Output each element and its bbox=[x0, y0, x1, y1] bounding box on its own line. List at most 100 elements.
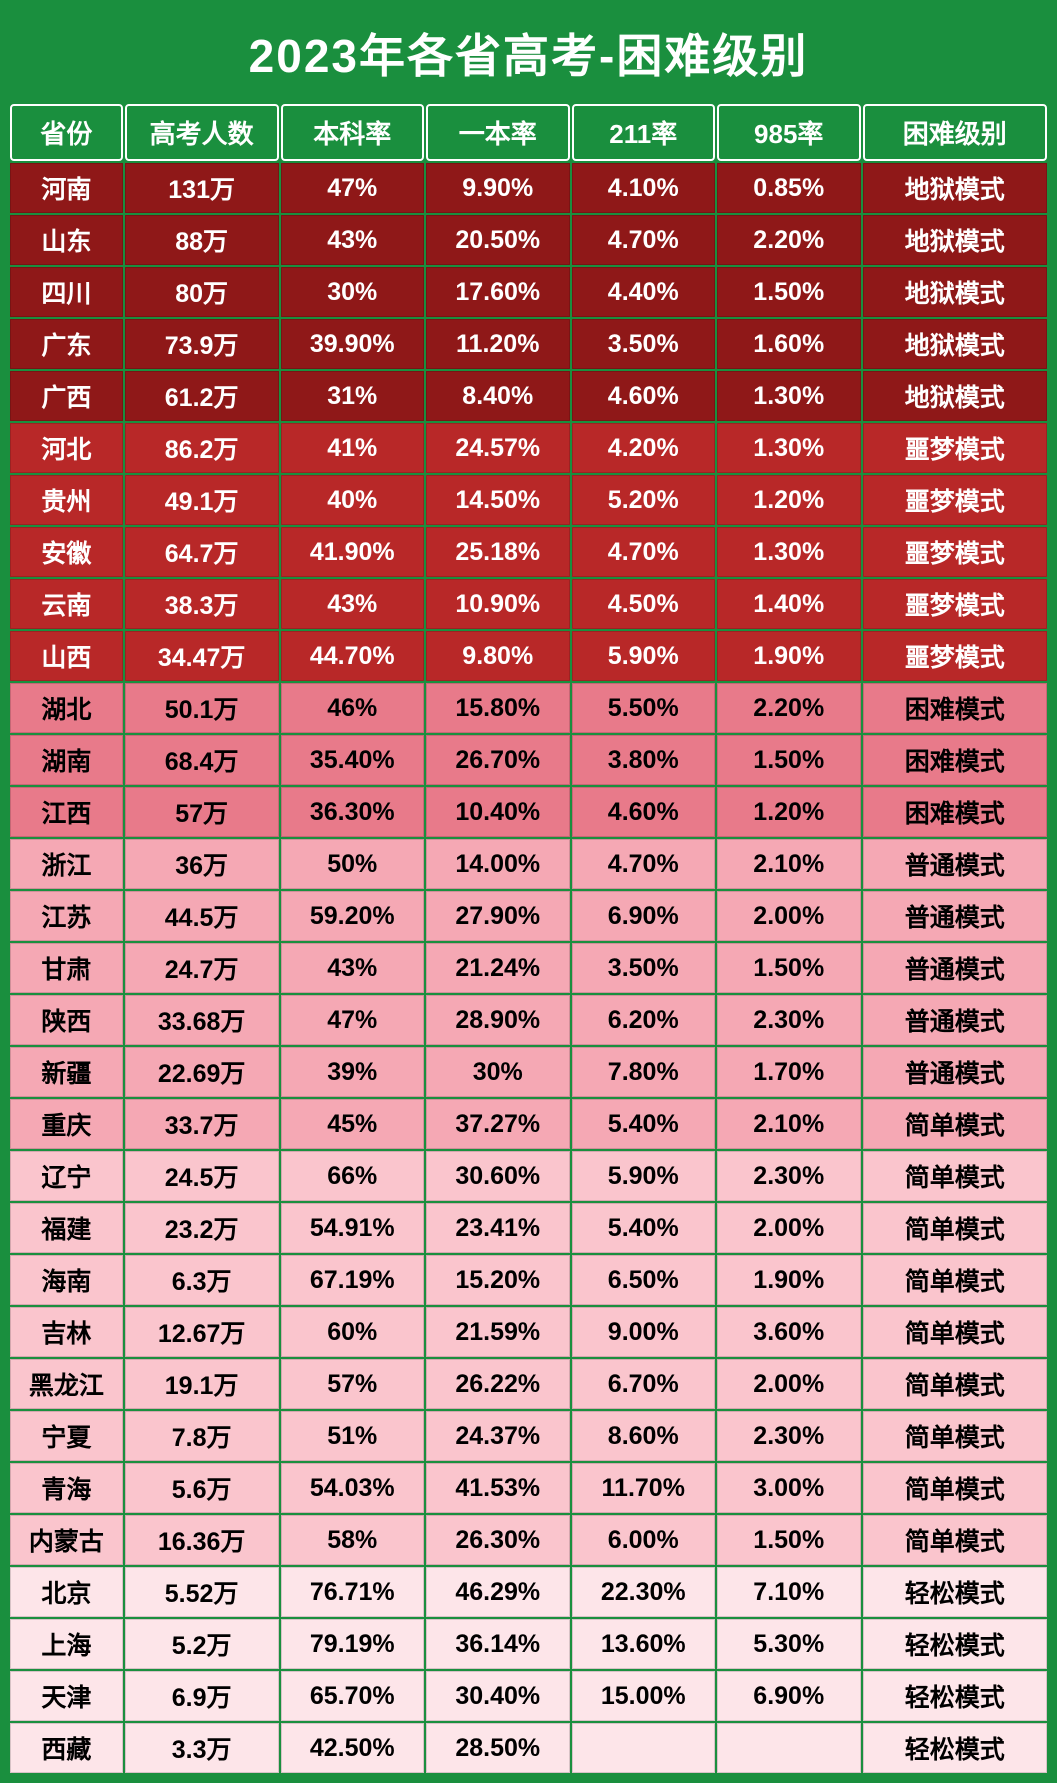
cell-985: 2.10% bbox=[717, 839, 861, 889]
table-row: 河南131万47%9.90%4.10%0.85%地狱模式 bbox=[10, 163, 1047, 213]
cell-yiben: 26.30% bbox=[426, 1515, 570, 1565]
cell-yiben: 46.29% bbox=[426, 1567, 570, 1617]
cell-benke: 65.70% bbox=[281, 1671, 425, 1721]
cell-level: 简单模式 bbox=[863, 1203, 1048, 1253]
cell-province: 河北 bbox=[10, 423, 123, 473]
cell-yiben: 23.41% bbox=[426, 1203, 570, 1253]
col-header-yiben: 一本率 bbox=[426, 104, 570, 161]
table-row: 山西34.47万44.70%9.80%5.90%1.90%噩梦模式 bbox=[10, 631, 1047, 681]
cell-211: 11.70% bbox=[572, 1463, 716, 1513]
cell-count: 49.1万 bbox=[125, 475, 279, 525]
cell-benke: 45% bbox=[281, 1099, 425, 1149]
cell-benke: 50% bbox=[281, 839, 425, 889]
table-row: 福建23.2万54.91%23.41%5.40%2.00%简单模式 bbox=[10, 1203, 1047, 1253]
table-row: 内蒙古16.36万58%26.30%6.00%1.50%简单模式 bbox=[10, 1515, 1047, 1565]
cell-count: 73.9万 bbox=[125, 319, 279, 369]
cell-985: 1.20% bbox=[717, 475, 861, 525]
cell-yiben: 41.53% bbox=[426, 1463, 570, 1513]
cell-211: 4.40% bbox=[572, 267, 716, 317]
table-row: 山东88万43%20.50%4.70%2.20%地狱模式 bbox=[10, 215, 1047, 265]
cell-211: 3.50% bbox=[572, 319, 716, 369]
cell-level: 轻松模式 bbox=[863, 1723, 1048, 1773]
cell-count: 44.5万 bbox=[125, 891, 279, 941]
cell-level: 简单模式 bbox=[863, 1411, 1048, 1461]
cell-province: 天津 bbox=[10, 1671, 123, 1721]
cell-benke: 66% bbox=[281, 1151, 425, 1201]
cell-count: 22.69万 bbox=[125, 1047, 279, 1097]
cell-985: 1.30% bbox=[717, 527, 861, 577]
cell-benke: 39% bbox=[281, 1047, 425, 1097]
cell-985: 2.00% bbox=[717, 1359, 861, 1409]
cell-211: 5.90% bbox=[572, 631, 716, 681]
cell-level: 普通模式 bbox=[863, 1047, 1048, 1097]
cell-211: 4.70% bbox=[572, 215, 716, 265]
cell-level: 地狱模式 bbox=[863, 319, 1048, 369]
cell-level: 噩梦模式 bbox=[863, 631, 1048, 681]
cell-benke: 46% bbox=[281, 683, 425, 733]
cell-211 bbox=[572, 1723, 716, 1773]
cell-yiben: 24.37% bbox=[426, 1411, 570, 1461]
cell-yiben: 15.20% bbox=[426, 1255, 570, 1305]
cell-level: 噩梦模式 bbox=[863, 579, 1048, 629]
cell-yiben: 15.80% bbox=[426, 683, 570, 733]
cell-211: 7.80% bbox=[572, 1047, 716, 1097]
table-row: 黑龙江19.1万57%26.22%6.70%2.00%简单模式 bbox=[10, 1359, 1047, 1409]
cell-level: 简单模式 bbox=[863, 1359, 1048, 1409]
cell-985: 1.60% bbox=[717, 319, 861, 369]
cell-yiben: 17.60% bbox=[426, 267, 570, 317]
cell-benke: 47% bbox=[281, 995, 425, 1045]
cell-level: 普通模式 bbox=[863, 995, 1048, 1045]
cell-province: 甘肃 bbox=[10, 943, 123, 993]
cell-count: 5.52万 bbox=[125, 1567, 279, 1617]
cell-985: 2.30% bbox=[717, 1151, 861, 1201]
cell-985: 0.85% bbox=[717, 163, 861, 213]
cell-211: 6.90% bbox=[572, 891, 716, 941]
cell-benke: 67.19% bbox=[281, 1255, 425, 1305]
cell-benke: 59.20% bbox=[281, 891, 425, 941]
cell-count: 6.3万 bbox=[125, 1255, 279, 1305]
table-row: 青海5.6万54.03%41.53%11.70%3.00%简单模式 bbox=[10, 1463, 1047, 1513]
cell-province: 北京 bbox=[10, 1567, 123, 1617]
cell-985: 3.60% bbox=[717, 1307, 861, 1357]
cell-yiben: 9.80% bbox=[426, 631, 570, 681]
cell-level: 普通模式 bbox=[863, 839, 1048, 889]
cell-yiben: 28.50% bbox=[426, 1723, 570, 1773]
cell-province: 云南 bbox=[10, 579, 123, 629]
cell-yiben: 9.90% bbox=[426, 163, 570, 213]
cell-province: 内蒙古 bbox=[10, 1515, 123, 1565]
table-container: 2023年各省高考-困难级别 省份 高考人数 本科率 一本率 211率 985率… bbox=[0, 0, 1057, 1783]
cell-211: 6.00% bbox=[572, 1515, 716, 1565]
col-header-count: 高考人数 bbox=[125, 104, 279, 161]
cell-benke: 43% bbox=[281, 579, 425, 629]
cell-benke: 54.91% bbox=[281, 1203, 425, 1253]
cell-yiben: 21.24% bbox=[426, 943, 570, 993]
cell-985: 1.50% bbox=[717, 943, 861, 993]
cell-yiben: 37.27% bbox=[426, 1099, 570, 1149]
table-row: 吉林12.67万60%21.59%9.00%3.60%简单模式 bbox=[10, 1307, 1047, 1357]
cell-benke: 35.40% bbox=[281, 735, 425, 785]
table-row: 甘肃24.7万43%21.24%3.50%1.50%普通模式 bbox=[10, 943, 1047, 993]
table-row: 辽宁24.5万66%30.60%5.90%2.30%简单模式 bbox=[10, 1151, 1047, 1201]
table-row: 上海5.2万79.19%36.14%13.60%5.30%轻松模式 bbox=[10, 1619, 1047, 1669]
cell-985: 1.90% bbox=[717, 1255, 861, 1305]
cell-benke: 57% bbox=[281, 1359, 425, 1409]
cell-province: 西藏 bbox=[10, 1723, 123, 1773]
cell-count: 23.2万 bbox=[125, 1203, 279, 1253]
cell-benke: 43% bbox=[281, 215, 425, 265]
cell-province: 江苏 bbox=[10, 891, 123, 941]
table-row: 新疆22.69万39%30%7.80%1.70%普通模式 bbox=[10, 1047, 1047, 1097]
cell-985: 1.30% bbox=[717, 371, 861, 421]
cell-211: 4.70% bbox=[572, 527, 716, 577]
cell-province: 福建 bbox=[10, 1203, 123, 1253]
cell-yiben: 10.40% bbox=[426, 787, 570, 837]
table-body: 河南131万47%9.90%4.10%0.85%地狱模式山东88万43%20.5… bbox=[10, 163, 1047, 1773]
cell-count: 80万 bbox=[125, 267, 279, 317]
cell-211: 6.20% bbox=[572, 995, 716, 1045]
cell-province: 青海 bbox=[10, 1463, 123, 1513]
table-row: 北京5.52万76.71%46.29%22.30%7.10%轻松模式 bbox=[10, 1567, 1047, 1617]
table-row: 云南38.3万43%10.90%4.50%1.40%噩梦模式 bbox=[10, 579, 1047, 629]
cell-yiben: 24.57% bbox=[426, 423, 570, 473]
cell-yiben: 25.18% bbox=[426, 527, 570, 577]
cell-count: 6.9万 bbox=[125, 1671, 279, 1721]
cell-level: 困难模式 bbox=[863, 683, 1048, 733]
